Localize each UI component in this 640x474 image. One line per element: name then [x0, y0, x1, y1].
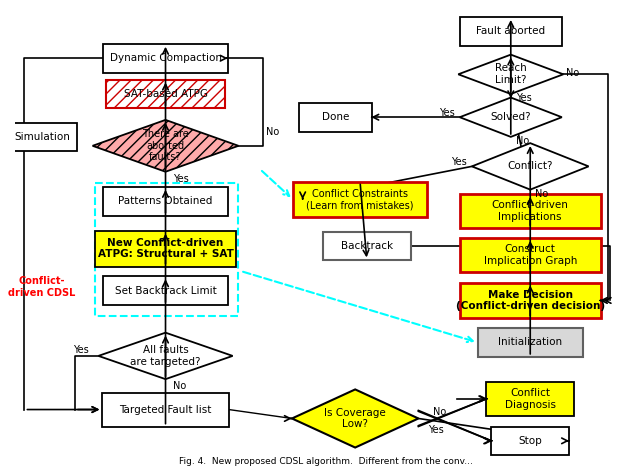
Text: New Conflict-driven
ATPG: Structural + SAT: New Conflict-driven ATPG: Structural + S… — [97, 238, 234, 259]
Text: Yes: Yes — [173, 174, 189, 184]
Text: Yes: Yes — [428, 425, 444, 435]
FancyBboxPatch shape — [460, 283, 601, 319]
Text: Yes: Yes — [451, 157, 467, 167]
Text: Is Coverage
Low?: Is Coverage Low? — [324, 408, 386, 429]
FancyBboxPatch shape — [300, 103, 372, 131]
Polygon shape — [458, 55, 563, 94]
Text: No: No — [516, 137, 529, 146]
Polygon shape — [460, 98, 562, 137]
Text: Simulation: Simulation — [14, 132, 70, 142]
Text: No: No — [433, 407, 446, 417]
Text: Set Backtrack Limit: Set Backtrack Limit — [115, 286, 216, 296]
Polygon shape — [472, 143, 589, 190]
Text: Conflict-driven
Implications: Conflict-driven Implications — [492, 201, 569, 222]
Text: Solved?: Solved? — [490, 112, 531, 122]
Text: Construct
Implication Graph: Construct Implication Graph — [484, 244, 577, 266]
Text: Initialization: Initialization — [498, 337, 563, 347]
Text: Yes: Yes — [516, 93, 531, 103]
Polygon shape — [99, 333, 232, 379]
Text: No: No — [566, 67, 579, 78]
FancyBboxPatch shape — [323, 232, 411, 260]
Text: There are
aborted
faults?: There are aborted faults? — [142, 129, 189, 163]
Text: SAT-based ATPG: SAT-based ATPG — [124, 89, 207, 99]
Text: No: No — [173, 381, 186, 392]
FancyBboxPatch shape — [460, 194, 601, 228]
Text: No: No — [535, 189, 548, 199]
FancyBboxPatch shape — [103, 276, 228, 305]
FancyBboxPatch shape — [102, 392, 228, 427]
Text: Done: Done — [322, 112, 349, 122]
Text: Targeted Fault list: Targeted Fault list — [119, 404, 212, 415]
Text: Make Decision
(Conflict-driven decision): Make Decision (Conflict-driven decision) — [456, 290, 605, 311]
Polygon shape — [93, 120, 239, 172]
Text: Conflict Constraints
(Learn from mistakes): Conflict Constraints (Learn from mistake… — [307, 189, 414, 210]
Text: All faults
are targeted?: All faults are targeted? — [131, 345, 201, 367]
FancyBboxPatch shape — [103, 44, 228, 73]
Text: Fault aborted: Fault aborted — [476, 27, 545, 36]
Text: Yes: Yes — [73, 345, 89, 355]
Text: Backtrack: Backtrack — [340, 241, 393, 251]
Text: No: No — [266, 128, 279, 137]
Text: Reach
Limit?: Reach Limit? — [495, 64, 527, 85]
FancyBboxPatch shape — [293, 182, 427, 218]
FancyBboxPatch shape — [7, 123, 77, 151]
Text: Patterns Obtained: Patterns Obtained — [118, 196, 212, 206]
FancyBboxPatch shape — [460, 17, 562, 46]
FancyBboxPatch shape — [103, 187, 228, 216]
Text: Dynamic Compaction: Dynamic Compaction — [109, 53, 221, 63]
Text: Conflict
Diagnosis: Conflict Diagnosis — [505, 388, 556, 410]
Text: Fig. 4.  New proposed CDSL algorithm.  Different from the conv...: Fig. 4. New proposed CDSL algorithm. Dif… — [179, 457, 473, 466]
FancyBboxPatch shape — [106, 80, 225, 108]
FancyBboxPatch shape — [492, 427, 569, 455]
Polygon shape — [292, 390, 419, 447]
Bar — [95, 183, 239, 316]
Text: Conflict?: Conflict? — [508, 161, 553, 172]
Text: Stop: Stop — [518, 436, 542, 446]
FancyBboxPatch shape — [95, 231, 236, 266]
FancyBboxPatch shape — [460, 238, 601, 272]
FancyBboxPatch shape — [486, 382, 574, 416]
FancyBboxPatch shape — [477, 328, 583, 357]
Text: Yes: Yes — [439, 108, 455, 118]
Text: Conflict-
driven CDSL: Conflict- driven CDSL — [8, 276, 76, 298]
